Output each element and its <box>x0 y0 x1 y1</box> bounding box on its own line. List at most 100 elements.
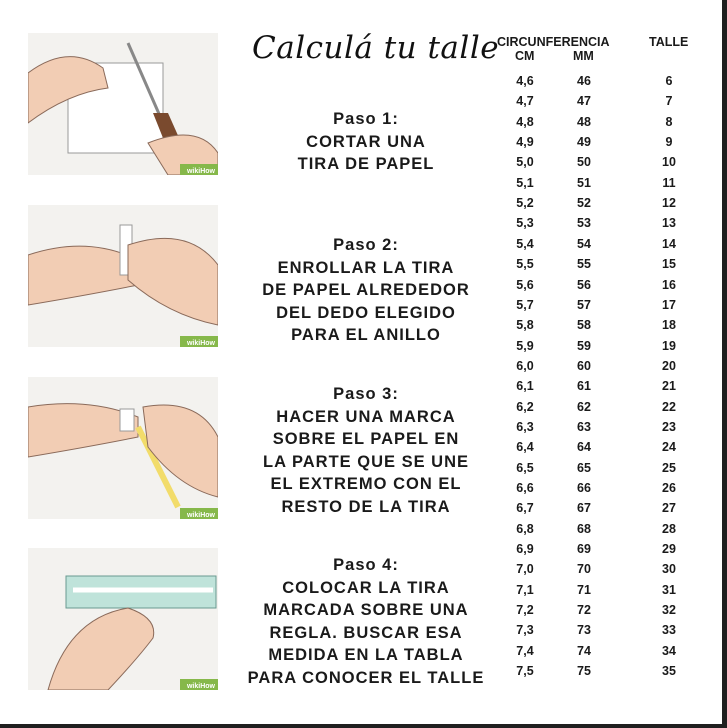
cell-talle: 15 <box>662 257 676 272</box>
step-line: MEDIDA EN LA TABLA <box>268 646 464 665</box>
table-row: 6,0 60 20 <box>495 359 705 379</box>
step-3: Paso 3: HACER UNA MARCA SOBRE EL PAPEL EN L… <box>240 383 492 519</box>
table-row: 7,4 74 34 <box>495 644 705 664</box>
cell-talle: 29 <box>662 542 676 557</box>
cell-mm: 70 <box>577 562 591 577</box>
cell-mm: 74 <box>577 643 591 658</box>
step-line: TIRA DE PAPEL <box>297 155 435 174</box>
step-line: CORTAR UNA <box>306 132 426 151</box>
cell-mm: 66 <box>577 481 591 495</box>
cell-mm: 49 <box>577 135 591 150</box>
cell-cm: 6,9 <box>516 542 534 557</box>
cell-talle: 6 <box>665 74 673 88</box>
cell-talle: 34 <box>662 643 676 658</box>
table-row: 5,3 53 13 <box>495 216 705 236</box>
step-line: DE PAPEL ALREDEDOR <box>262 281 470 300</box>
step-heading: Paso 3: <box>333 385 399 403</box>
cell-mm: 48 <box>577 114 591 129</box>
cell-mm: 61 <box>577 379 591 394</box>
cell-talle: 27 <box>662 501 676 516</box>
cell-mm: 75 <box>577 664 591 679</box>
table-row: 6,5 65 25 <box>495 461 705 481</box>
table-row: 5,1 51 11 <box>495 176 705 196</box>
cell-talle: 18 <box>662 318 676 333</box>
watermark-logo: wikiHow <box>186 512 215 519</box>
cell-talle: 28 <box>662 521 676 536</box>
step-line: PARA CONOCER EL TALLE <box>247 668 485 687</box>
table-row: 7,2 72 32 <box>495 603 705 623</box>
step-heading: Paso 1: <box>333 110 399 128</box>
table-row: 4,8 48 8 <box>495 115 705 135</box>
cell-talle: 32 <box>662 603 676 618</box>
step-line: HACER UNA MARCA <box>276 407 456 426</box>
step-line: REGLA. BUSCAR ESA <box>269 623 463 642</box>
watermark-logo: wikiHow <box>186 340 215 347</box>
step-line: MARCADA SOBRE UNA <box>263 601 469 620</box>
step-line: RESTO DE LA TIRA <box>281 497 451 516</box>
cell-cm: 7,0 <box>516 562 534 577</box>
watermark-logo: wikiHow <box>186 683 215 690</box>
marking-paper-illustration: wikiHow <box>28 377 218 519</box>
cell-cm: 5,6 <box>516 277 534 292</box>
cell-mm: 72 <box>577 603 591 618</box>
table-row: 6,9 69 29 <box>495 542 705 562</box>
cell-cm: 6,8 <box>516 521 534 536</box>
cell-mm: 50 <box>577 155 591 170</box>
cell-cm: 6,1 <box>516 379 534 394</box>
cell-cm: 7,4 <box>516 643 534 658</box>
cell-talle: 11 <box>662 175 676 190</box>
table-row: 5,4 54 14 <box>495 237 705 257</box>
step-line: ENROLLAR LA TIRA <box>277 258 455 277</box>
step-heading: Paso 2: <box>333 236 399 254</box>
cell-mm: 71 <box>577 582 591 597</box>
cell-cm: 4,9 <box>516 135 534 150</box>
cell-cm: 5,0 <box>516 155 534 170</box>
cell-talle: 17 <box>662 297 676 312</box>
cell-cm: 7,5 <box>516 664 534 679</box>
cell-talle: 30 <box>662 562 676 577</box>
cell-talle: 14 <box>662 236 676 251</box>
step-line: EL EXTREMO CON EL <box>270 475 462 494</box>
table-row: 4,9 49 9 <box>495 135 705 155</box>
header-circunferencia: CIRCUNFERENCIA <box>497 35 610 49</box>
table-row: 5,2 52 12 <box>495 196 705 216</box>
table-row: 6,3 63 23 <box>495 420 705 440</box>
cell-mm: 60 <box>577 358 591 373</box>
step-2: Paso 2: ENROLLAR LA TIRA DE PAPEL ALREDEDO… <box>240 234 492 347</box>
cell-mm: 67 <box>577 501 591 516</box>
cell-cm: 4,8 <box>516 114 534 129</box>
step-line: DEL DEDO ELEGIDO <box>276 303 456 322</box>
cell-cm: 6,7 <box>516 501 534 516</box>
watermark-logo: wikiHow <box>186 168 215 175</box>
cell-mm: 56 <box>577 277 591 292</box>
cell-mm: 65 <box>577 460 591 475</box>
cell-mm: 63 <box>577 419 591 434</box>
cell-cm: 6,3 <box>516 419 534 434</box>
cell-mm: 51 <box>577 175 591 190</box>
table-row: 7,0 70 30 <box>495 562 705 582</box>
header-cm: CM <box>515 49 535 63</box>
cell-cm: 5,3 <box>516 216 534 231</box>
table-row: 4,7 47 7 <box>495 94 705 114</box>
step-line: LA PARTE QUE SE UNE <box>262 452 470 471</box>
cell-mm: 69 <box>577 542 591 557</box>
cell-mm: 57 <box>577 297 591 312</box>
cell-talle: 35 <box>662 664 676 679</box>
cell-cm: 5,8 <box>516 318 534 333</box>
table-row: 7,5 75 35 <box>495 664 705 684</box>
table-row: 7,1 71 31 <box>495 583 705 603</box>
cell-cm: 6,5 <box>516 460 534 475</box>
step-line: COLOCAR LA TIRA <box>282 578 450 597</box>
cell-cm: 5,4 <box>516 236 534 251</box>
cell-talle: 26 <box>662 481 676 495</box>
table-row: 6,8 68 28 <box>495 522 705 542</box>
cell-talle: 31 <box>662 582 676 597</box>
cell-cm: 6,0 <box>516 358 534 373</box>
cell-mm: 55 <box>577 257 591 272</box>
table-row: 5,8 58 18 <box>495 318 705 338</box>
cell-talle: 19 <box>662 338 676 353</box>
table-row: 5,0 50 10 <box>495 155 705 175</box>
cell-cm: 4,7 <box>516 94 534 109</box>
table-row: 6,4 64 24 <box>495 440 705 460</box>
